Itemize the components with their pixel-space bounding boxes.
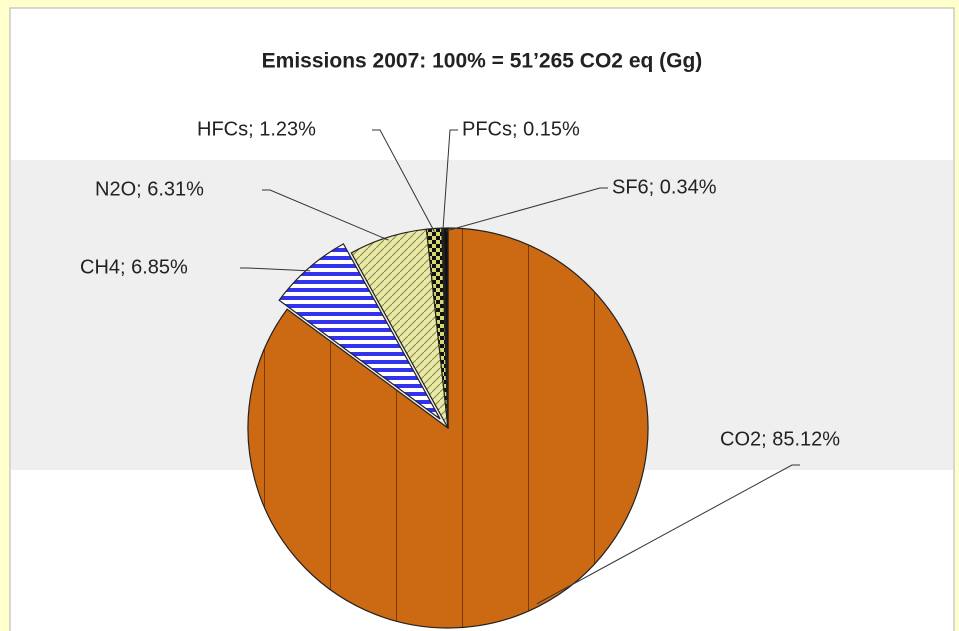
pie-slice — [247, 227, 649, 629]
pie-slice — [278, 243, 441, 420]
slice-label: CO2; 85.12% — [720, 428, 840, 450]
leader-line — [262, 189, 389, 241]
slice-label: CH4; 6.85% — [80, 256, 188, 278]
slice-label: PFCs; 0.15% — [462, 118, 580, 140]
slice-label: SF6; 0.34% — [612, 176, 717, 198]
leader-line — [240, 267, 311, 272]
leader-line — [372, 129, 435, 232]
slice-label: N2O; 6.31% — [95, 178, 204, 200]
leader-line — [442, 129, 458, 232]
chart-title: Emissions 2007: 100% = 51’265 CO2 eq (Gg… — [262, 50, 703, 73]
leader-line — [445, 187, 608, 232]
slice-label: HFCs; 1.23% — [197, 118, 316, 140]
pie-slice — [443, 227, 449, 429]
leader-line — [536, 464, 800, 605]
